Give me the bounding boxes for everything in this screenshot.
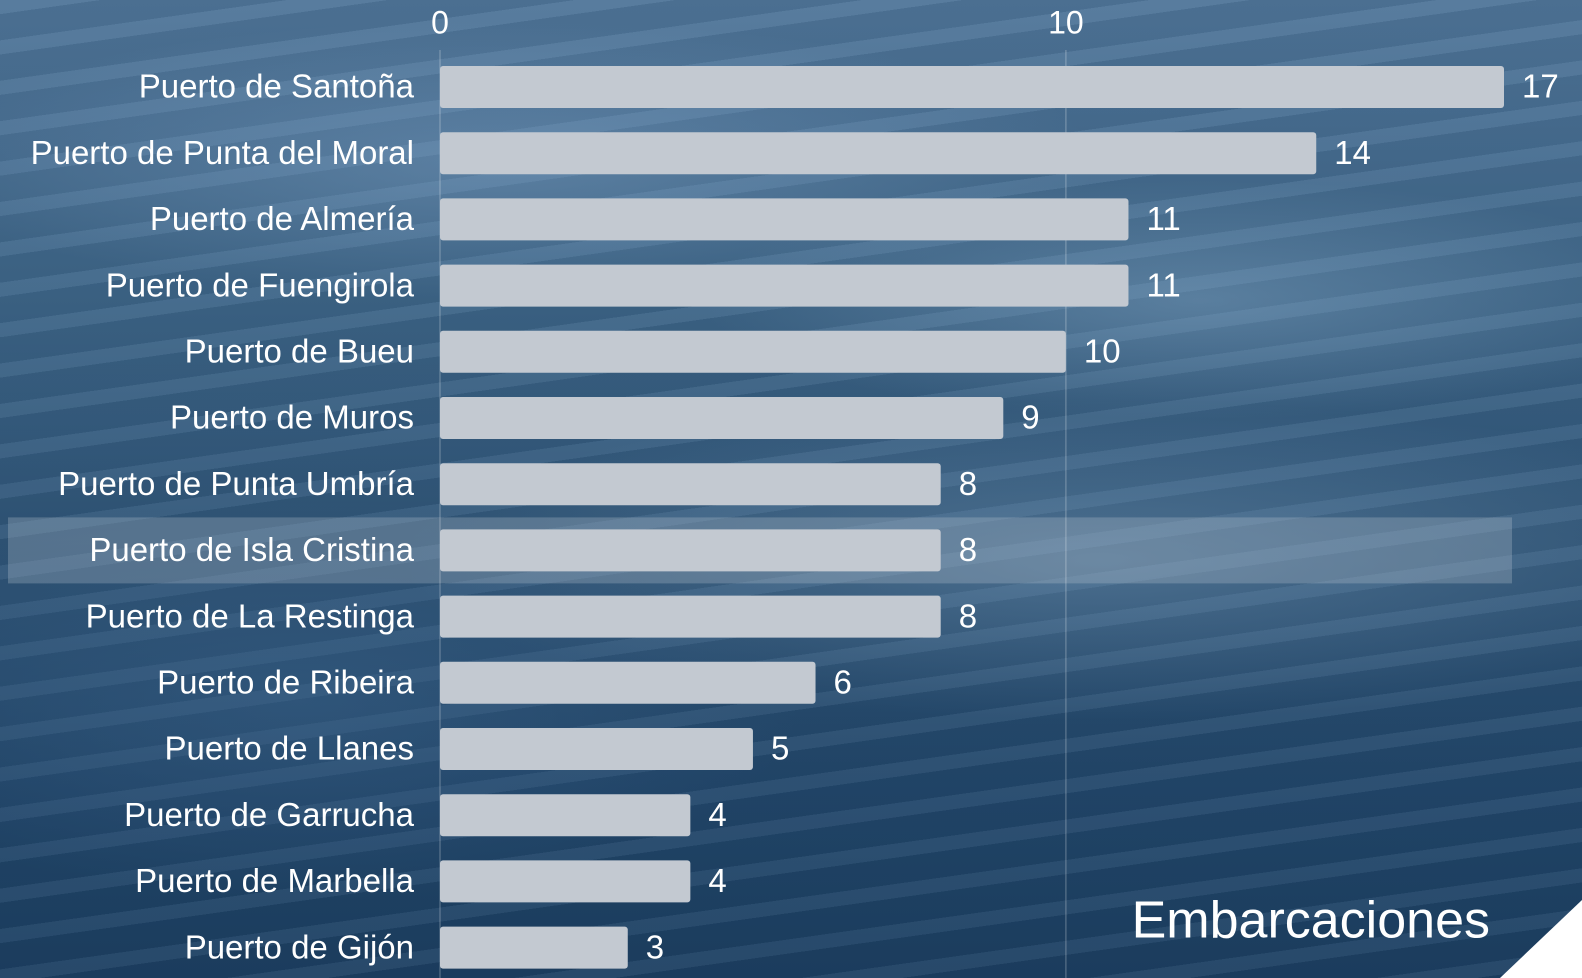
category-label: Puerto de Fuengirola [106,266,415,303]
axis-label: Embarcaciones [1132,892,1490,950]
value-label: 11 [1146,266,1180,303]
bar [440,198,1129,241]
category-label: Puerto de Punta del Moral [31,134,414,171]
value-label: 8 [959,597,977,634]
value-label: 10 [1084,333,1121,370]
value-label: 4 [708,862,726,899]
bar [440,661,816,704]
x-tick-label: 10 [1048,4,1084,40]
value-label: 6 [834,664,852,701]
category-label: Puerto de Marbella [135,862,414,899]
category-label: Puerto de Punta Umbría [58,465,415,502]
category-label: Puerto de Bueu [185,333,414,370]
bar [440,264,1129,307]
bar [440,926,628,969]
category-label: Puerto de Garrucha [124,796,414,833]
category-label: Puerto de Ribeira [157,664,414,701]
bar [440,728,753,770]
x-tick-label: 0 [431,4,449,40]
value-label: 9 [1021,399,1039,436]
category-label: Puerto de Llanes [164,730,414,767]
value-label: 4 [708,796,726,833]
bar [440,463,941,506]
value-label: 3 [646,928,664,965]
bar [440,529,941,572]
bar [440,66,1504,108]
value-label: 17 [1522,68,1559,105]
bar [440,132,1317,175]
category-label: Puerto de Muros [170,399,414,436]
value-label: 14 [1334,134,1371,171]
bar [440,330,1066,373]
bar [440,794,691,837]
corner [1500,900,1582,978]
category-label: Puerto de Santoña [139,68,415,105]
category-label: Puerto de La Restinga [86,597,415,634]
category-label: Puerto de Almería [150,200,415,237]
value-label: 5 [771,730,789,767]
category-label: Puerto de Isla Cristina [89,531,414,568]
category-label: Puerto de Gijón [185,928,414,965]
bar [440,860,691,903]
value-label: 8 [959,465,977,502]
value-label: 11 [1146,200,1180,237]
value-label: 8 [959,531,977,568]
bar [440,595,941,638]
bar [440,397,1004,439]
